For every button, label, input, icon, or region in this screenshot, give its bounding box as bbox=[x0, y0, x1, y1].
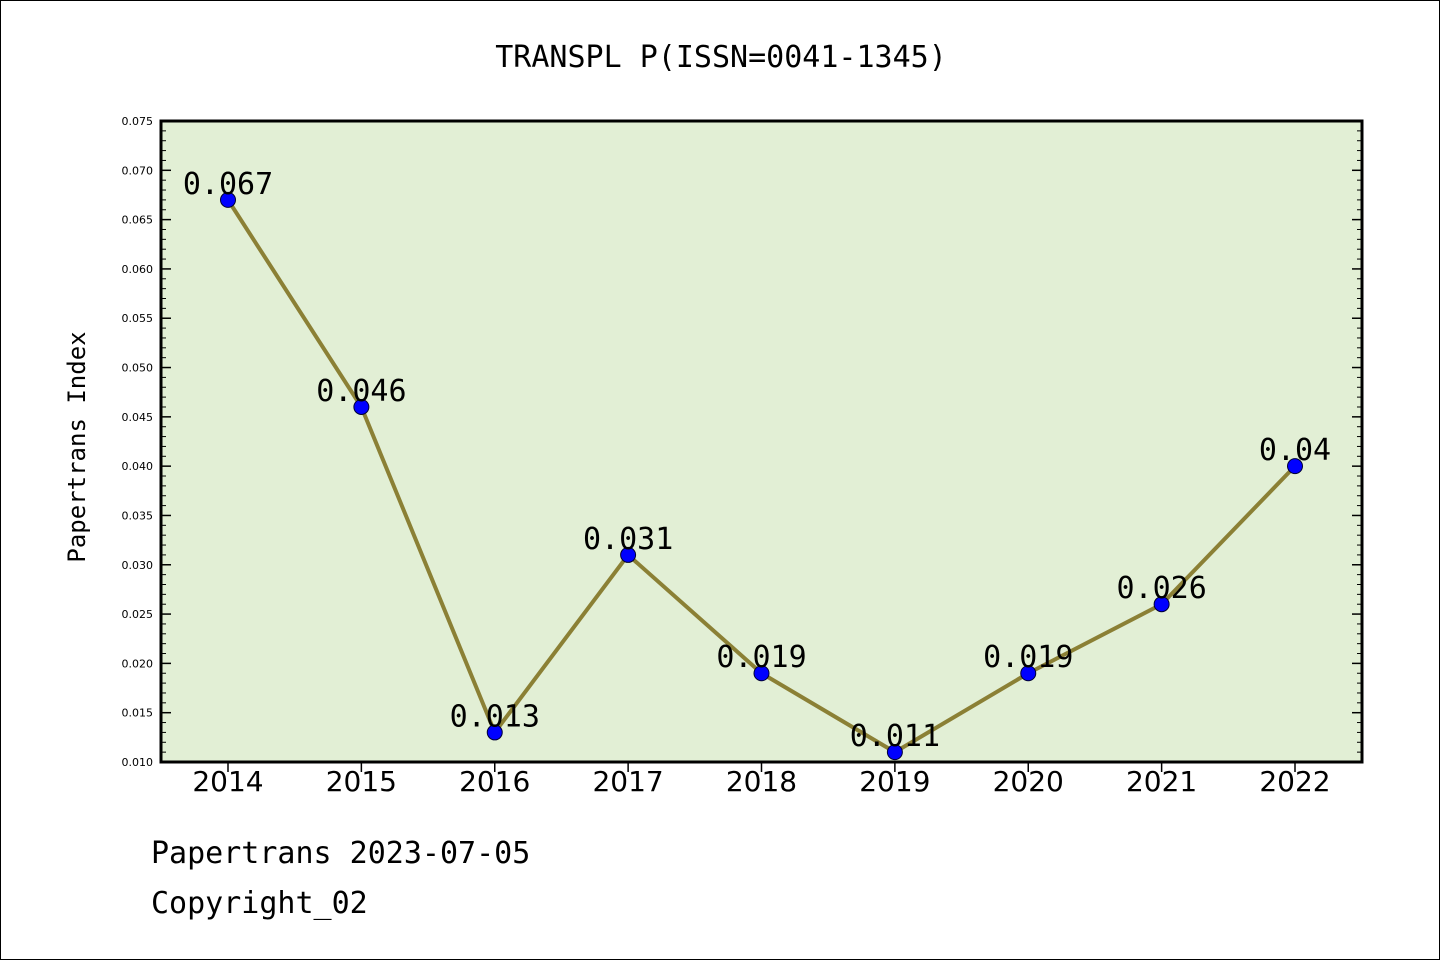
data-label: 0.031 bbox=[583, 522, 673, 557]
chart-title: TRANSPL P(ISSN=0041-1345) bbox=[495, 40, 947, 75]
y-tick-label: 0.015 bbox=[122, 707, 154, 720]
x-tick-label: 2016 bbox=[459, 765, 530, 798]
y-tick-label: 0.050 bbox=[122, 362, 154, 375]
y-tick-label: 0.035 bbox=[122, 509, 154, 522]
data-label: 0.026 bbox=[1116, 571, 1206, 606]
data-label: 0.067 bbox=[183, 167, 273, 202]
x-tick-label: 2018 bbox=[726, 765, 797, 798]
x-tick-label: 2017 bbox=[592, 765, 663, 798]
data-point bbox=[620, 546, 637, 563]
y-tick-label: 0.010 bbox=[122, 756, 154, 769]
data-point bbox=[486, 724, 503, 741]
x-tick-label: 2019 bbox=[859, 765, 930, 798]
y-tick-label: 0.070 bbox=[122, 164, 154, 177]
data-point bbox=[886, 744, 903, 761]
data-point bbox=[220, 191, 236, 208]
data-label: 0.04 bbox=[1259, 433, 1331, 468]
x-tick-label: 2020 bbox=[993, 765, 1064, 798]
y-tick-label: 0.040 bbox=[122, 460, 154, 473]
y-tick-label: 0.060 bbox=[122, 263, 154, 276]
y-tick-label: 0.030 bbox=[122, 559, 154, 572]
y-tick-label: 0.020 bbox=[122, 657, 154, 670]
data-point bbox=[1020, 665, 1037, 682]
y-tick-label: 0.045 bbox=[122, 411, 154, 424]
data-points bbox=[220, 191, 1303, 761]
data-point bbox=[1153, 596, 1170, 613]
data-labels: 0.067 0.046 0.013 0.031 0.019 0.011 0.019 0.026… bbox=[183, 167, 1331, 754]
y-tick-label: 0.025 bbox=[122, 608, 154, 621]
plot-area bbox=[161, 121, 1362, 762]
data-label: 0.013 bbox=[450, 699, 540, 734]
data-label: 0.019 bbox=[716, 640, 806, 675]
data-label: 0.011 bbox=[850, 719, 940, 754]
x-tick-labels: 2014 2015 2016 2017 2018 2019 2020 2021 2022 bbox=[192, 765, 1330, 798]
data-label: 0.019 bbox=[983, 640, 1073, 675]
data-point bbox=[353, 398, 370, 415]
data-point bbox=[1287, 458, 1303, 475]
footer-date: Papertrans 2023-07-05 bbox=[151, 836, 531, 871]
x-tick-label: 2022 bbox=[1259, 765, 1330, 798]
footer-copyright: Copyright_02 bbox=[151, 886, 368, 921]
data-point bbox=[753, 665, 770, 682]
x-tick-label: 2014 bbox=[192, 765, 263, 798]
y-tick-label: 0.075 bbox=[122, 115, 154, 128]
y-tick-labels: 0.010 0.015 0.020 0.025 0.030 0.035 0.040 0.045… bbox=[122, 115, 154, 769]
y-tick-label: 0.065 bbox=[122, 214, 154, 227]
y-axis-label: Papertrans Index bbox=[63, 331, 91, 562]
y-tick-label: 0.055 bbox=[122, 312, 154, 325]
data-label: 0.046 bbox=[316, 374, 406, 409]
x-tick-label: 2015 bbox=[326, 765, 397, 798]
x-tick-label: 2021 bbox=[1126, 765, 1197, 798]
plot-border bbox=[159, 119, 1364, 764]
